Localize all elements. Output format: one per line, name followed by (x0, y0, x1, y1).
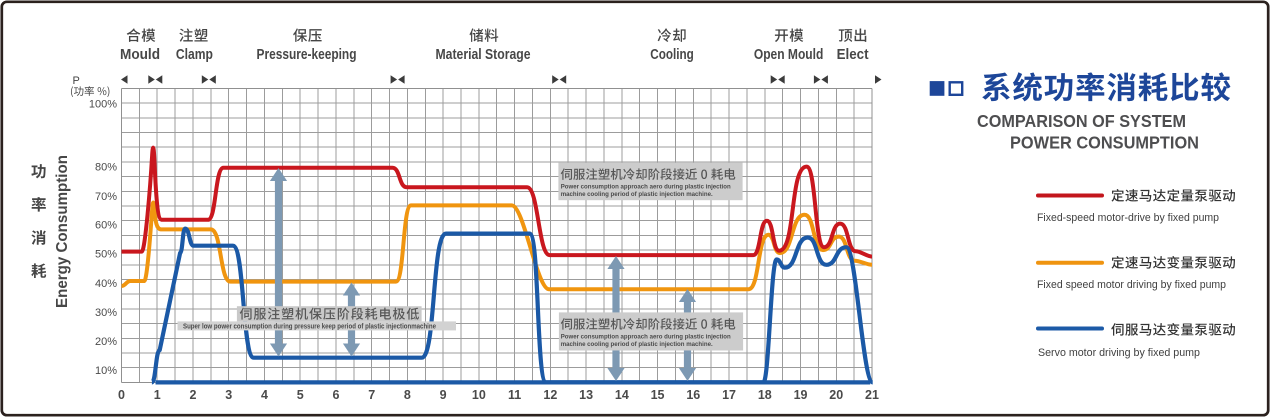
svg-text:Power consumption approach aer: Power consumption approach aero during p… (561, 183, 731, 190)
svg-text:8: 8 (404, 388, 411, 402)
svg-text:P: P (73, 75, 80, 87)
svg-text:40%: 40% (95, 278, 117, 290)
svg-text:17: 17 (722, 388, 736, 402)
svg-text:Power consumption approach aer: Power consumption approach aero during p… (561, 333, 731, 340)
svg-text:13: 13 (579, 388, 593, 402)
svg-text:16: 16 (686, 388, 700, 402)
svg-text:Energy Consumption: Energy Consumption (54, 155, 71, 308)
svg-text:4: 4 (261, 388, 268, 402)
svg-text:Elect: Elect (837, 47, 869, 63)
svg-text:Open Mould: Open Mould (754, 47, 824, 63)
svg-text:20: 20 (829, 388, 843, 402)
svg-text:12: 12 (543, 388, 557, 402)
svg-text:1: 1 (154, 388, 161, 402)
svg-text:Fixed speed motor driving by f: Fixed speed motor driving by fixed pump (1037, 279, 1226, 291)
svg-text:machine cooling period of plas: machine cooling period of plastic inject… (561, 191, 713, 198)
svg-text:0: 0 (118, 388, 125, 402)
svg-text:18: 18 (758, 388, 772, 402)
svg-text:100%: 100% (89, 99, 117, 111)
svg-text:50%: 50% (95, 248, 117, 260)
svg-text:15: 15 (651, 388, 665, 402)
svg-text:80%: 80% (95, 162, 117, 174)
svg-text:30%: 30% (95, 307, 117, 319)
svg-text:14: 14 (615, 388, 629, 402)
svg-text:COMPARISON OF SYSTEM: COMPARISON OF SYSTEM (977, 111, 1186, 131)
svg-text:2: 2 (189, 388, 196, 402)
svg-text:10: 10 (472, 388, 486, 402)
svg-text:21: 21 (865, 388, 879, 402)
svg-text:Fixed-speed motor-drive by fix: Fixed-speed motor-drive by fixed pump (1037, 212, 1219, 224)
svg-text:20%: 20% (95, 336, 117, 348)
svg-text:machine cooling period of plas: machine cooling period of plastic inject… (561, 341, 713, 348)
svg-text:Servo motor driving by fixed p: Servo motor driving by fixed pump (1038, 347, 1200, 359)
svg-text:6: 6 (332, 388, 339, 402)
svg-text:11: 11 (508, 388, 521, 402)
svg-text:19: 19 (794, 388, 808, 402)
svg-text:9: 9 (440, 388, 447, 402)
svg-text:60%: 60% (95, 220, 117, 232)
svg-text:70%: 70% (95, 191, 117, 203)
svg-text:10%: 10% (95, 365, 117, 377)
svg-text:POWER CONSUMPTION: POWER CONSUMPTION (1010, 133, 1199, 153)
svg-text:Super low power consumption d: Super low power consumption during press… (183, 321, 436, 330)
svg-text:Clamp: Clamp (176, 47, 213, 63)
svg-text:3: 3 (225, 388, 232, 402)
svg-text:7: 7 (368, 388, 375, 402)
svg-text:Material Storage: Material Storage (436, 47, 531, 63)
svg-text:Cooling: Cooling (650, 47, 694, 63)
svg-text:Mould: Mould (120, 47, 160, 63)
svg-text:Pressure-keeping: Pressure-keeping (257, 47, 357, 63)
svg-text:5: 5 (297, 388, 304, 402)
